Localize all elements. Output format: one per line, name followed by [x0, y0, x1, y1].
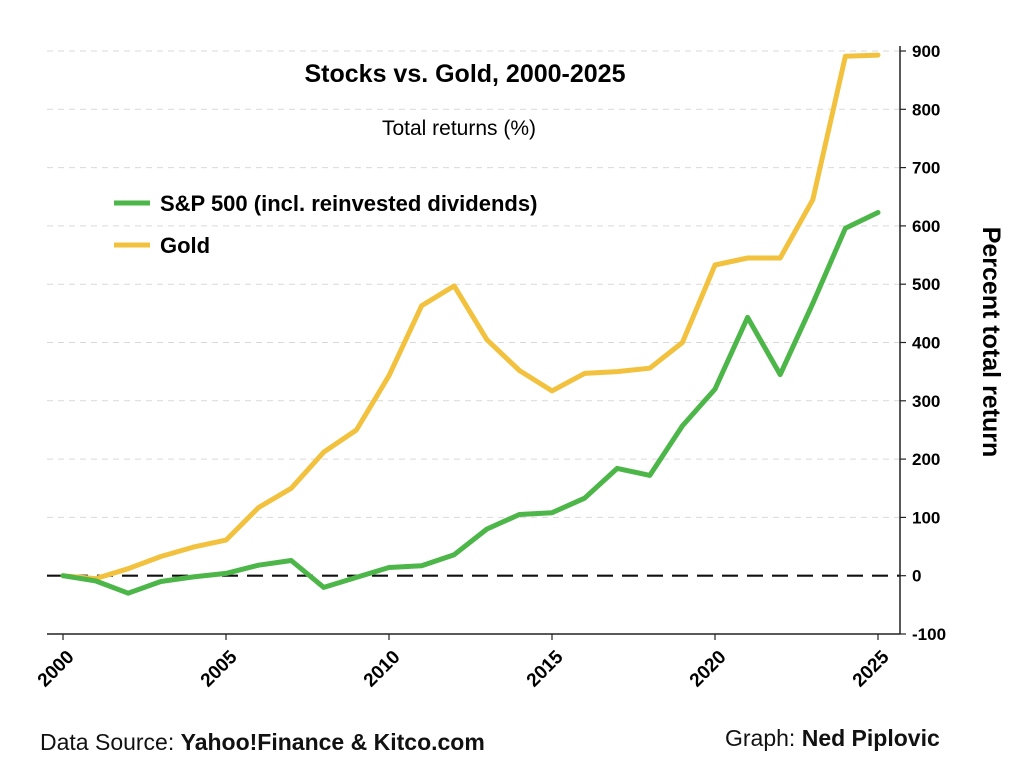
x-ticks: 2000 2005 2010 2015 2020 2025 — [34, 634, 894, 691]
x-tick-label: 2015 — [523, 646, 568, 691]
data-source-name: Yahoo!Finance & Kitco.com — [180, 729, 485, 755]
chart-subtitle: Total returns (%) — [382, 117, 536, 140]
graph-credit-prefix: Graph: — [725, 725, 802, 751]
y-tick-label: 0 — [912, 567, 921, 586]
chart-title: Stocks vs. Gold, 2000-2025 — [304, 60, 625, 88]
legend-label-sp500: S&P 500 (incl. reinvested dividends) — [160, 191, 537, 216]
y-tick-label: 800 — [912, 100, 940, 119]
y-tick-label: 300 — [912, 392, 940, 411]
y-tick-label: 900 — [912, 42, 940, 61]
x-tick-label: 2020 — [686, 647, 731, 692]
series-line-gold — [60, 52, 881, 582]
y-tick-label: -100 — [912, 625, 946, 644]
graph-credit-author: Ned Piplovic — [801, 725, 940, 751]
y-tick-label: 100 — [912, 508, 940, 527]
x-tick-label: 2025 — [849, 646, 894, 691]
data-source-footer: Data Source: Yahoo!Finance & Kitco.com — [40, 729, 485, 756]
y-ticks: 900 800 700 600 500 400 300 200 100 0 -100 — [900, 42, 946, 644]
y-tick-label: 600 — [912, 217, 940, 236]
y-tick-label: 200 — [912, 450, 940, 469]
y-tick-label: 400 — [912, 334, 940, 353]
x-tick-label: 2005 — [197, 646, 242, 691]
legend-label-gold: Gold — [160, 233, 210, 258]
y-axis-label: Percent total return — [977, 227, 1005, 458]
series-lines — [60, 52, 881, 596]
data-source-prefix: Data Source: — [40, 729, 181, 755]
x-tick-label: 2010 — [360, 647, 405, 692]
graph-credit-footer: Graph: Ned Piplovic — [725, 725, 940, 752]
y-tick-label: 500 — [912, 275, 940, 294]
y-tick-label: 700 — [912, 159, 940, 178]
x-tick-label: 2000 — [34, 647, 79, 692]
legend: S&P 500 (incl. reinvested dividends) Gol… — [114, 191, 537, 258]
series-line-sp500 — [60, 210, 881, 596]
